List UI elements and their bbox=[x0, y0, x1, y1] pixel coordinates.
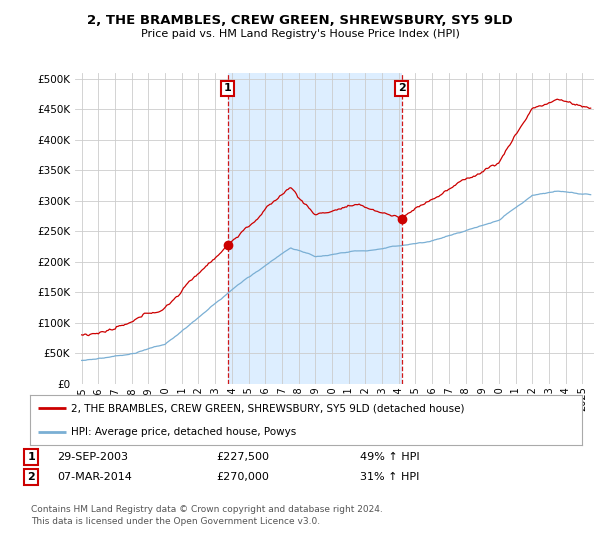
Text: 2, THE BRAMBLES, CREW GREEN, SHREWSBURY, SY5 9LD (detached house): 2, THE BRAMBLES, CREW GREEN, SHREWSBURY,… bbox=[71, 403, 465, 413]
Text: £227,500: £227,500 bbox=[216, 452, 269, 462]
Text: 2, THE BRAMBLES, CREW GREEN, SHREWSBURY, SY5 9LD: 2, THE BRAMBLES, CREW GREEN, SHREWSBURY,… bbox=[87, 14, 513, 27]
Text: Price paid vs. HM Land Registry's House Price Index (HPI): Price paid vs. HM Land Registry's House … bbox=[140, 29, 460, 39]
Text: 49% ↑ HPI: 49% ↑ HPI bbox=[360, 452, 419, 462]
Text: 1: 1 bbox=[28, 452, 35, 462]
Text: 2: 2 bbox=[398, 83, 406, 94]
Bar bbox=[227, 73, 401, 384]
Text: 29-SEP-2003: 29-SEP-2003 bbox=[57, 452, 128, 462]
Text: £270,000: £270,000 bbox=[216, 472, 269, 482]
Text: 31% ↑ HPI: 31% ↑ HPI bbox=[360, 472, 419, 482]
Text: 1: 1 bbox=[224, 83, 232, 94]
Text: HPI: Average price, detached house, Powys: HPI: Average price, detached house, Powy… bbox=[71, 427, 296, 437]
Text: Contains HM Land Registry data © Crown copyright and database right 2024.
This d: Contains HM Land Registry data © Crown c… bbox=[31, 505, 383, 526]
Text: 2: 2 bbox=[28, 472, 35, 482]
Text: 07-MAR-2014: 07-MAR-2014 bbox=[57, 472, 132, 482]
